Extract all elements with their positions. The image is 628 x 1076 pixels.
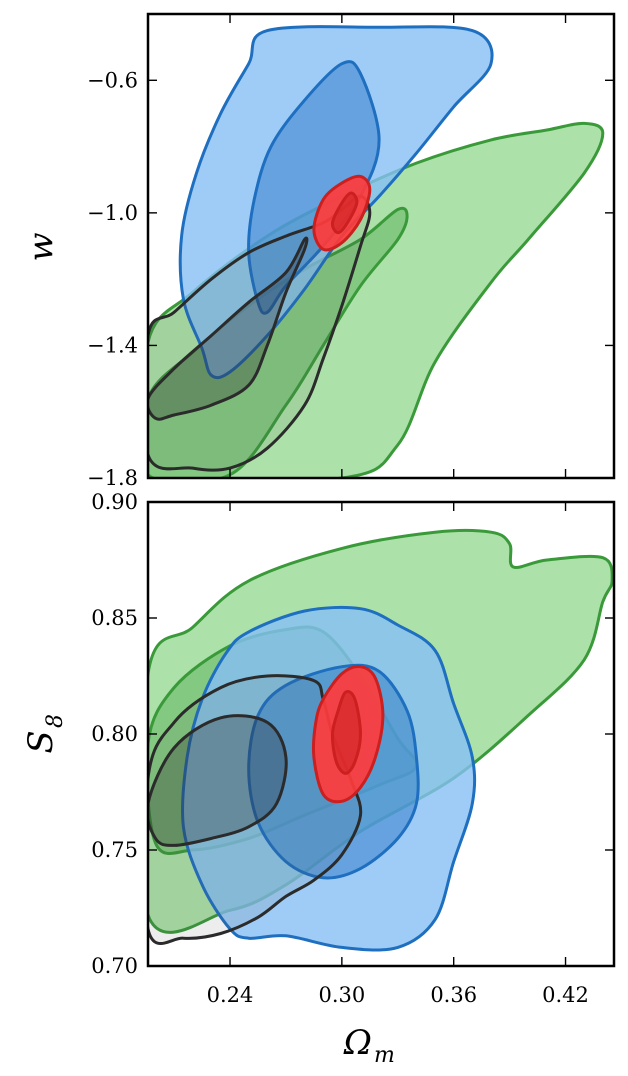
y-tick-label-bottom-1: 0.85 [91, 606, 138, 630]
y-tick-label-bottom-3: 0.75 [91, 838, 138, 862]
dark-contour-inner-bottom [148, 714, 288, 847]
y-axis-label-s8-sub: 8 [43, 714, 68, 728]
top-ticks: −0.6 −1.0 −1.4 −1.8 [87, 14, 614, 490]
dark-contour-outer-top [148, 194, 372, 472]
top-contours [148, 25, 605, 478]
dark-contour-outer-bottom [148, 674, 363, 945]
bottom-ticks: 0.90 0.85 0.80 0.75 0.70 0.24 0.30 0.36 0.42 [91, 490, 614, 1007]
x-tick-label-3: 0.42 [542, 983, 589, 1007]
y-tick-label-top-3: −1.8 [87, 466, 138, 490]
y-tick-label-top-1: −1.0 [87, 201, 138, 225]
y-axis-label-s8: S 8 [21, 714, 68, 754]
y-tick-label-bottom-2: 0.80 [91, 722, 138, 746]
x-tick-label-2: 0.36 [430, 983, 477, 1007]
x-axis-label-omega-m: Ω m [343, 1023, 395, 1068]
red-contour-inner-top [330, 191, 359, 235]
dark-contour-inner-top [148, 236, 309, 421]
x-axis-label-sub: m [374, 1043, 395, 1068]
bottom-panel: 0.90 0.85 0.80 0.75 0.70 0.24 0.30 0.36 0.42 S 8… [21, 490, 616, 1068]
bottom-panel-frame [146, 500, 616, 968]
top-panel: −0.6 −1.0 −1.4 −1.8 w [21, 12, 616, 490]
y-axis-label-w: w [21, 232, 61, 261]
x-tick-label-1: 0.30 [318, 983, 365, 1007]
y-tick-label-top-0: −0.6 [87, 68, 138, 92]
y-tick-label-bottom-4: 0.70 [91, 954, 138, 978]
y-tick-label-bottom-0: 0.90 [91, 490, 138, 514]
bottom-contours [148, 528, 614, 952]
blue-contour-inner-top [247, 60, 381, 315]
x-tick-label-0: 0.24 [207, 983, 254, 1007]
y-tick-label-top-2: −1.4 [87, 333, 138, 357]
y-axis-label-s8-main: S [21, 730, 61, 753]
top-panel-frame [146, 12, 616, 480]
red-contour-inner-bottom [330, 690, 362, 775]
x-axis-label-omega: Ω [343, 1023, 372, 1063]
